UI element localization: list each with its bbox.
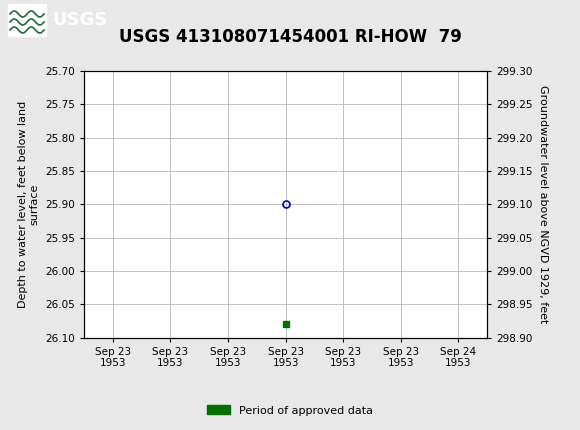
Y-axis label: Depth to water level, feet below land
surface: Depth to water level, feet below land su… — [18, 101, 39, 308]
Legend: Period of approved data: Period of approved data — [203, 401, 377, 420]
Y-axis label: Groundwater level above NGVD 1929, feet: Groundwater level above NGVD 1929, feet — [538, 85, 548, 323]
Text: USGS: USGS — [52, 11, 107, 29]
Bar — [8, 4, 46, 36]
Text: USGS 413108071454001 RI-HOW  79: USGS 413108071454001 RI-HOW 79 — [118, 28, 462, 46]
